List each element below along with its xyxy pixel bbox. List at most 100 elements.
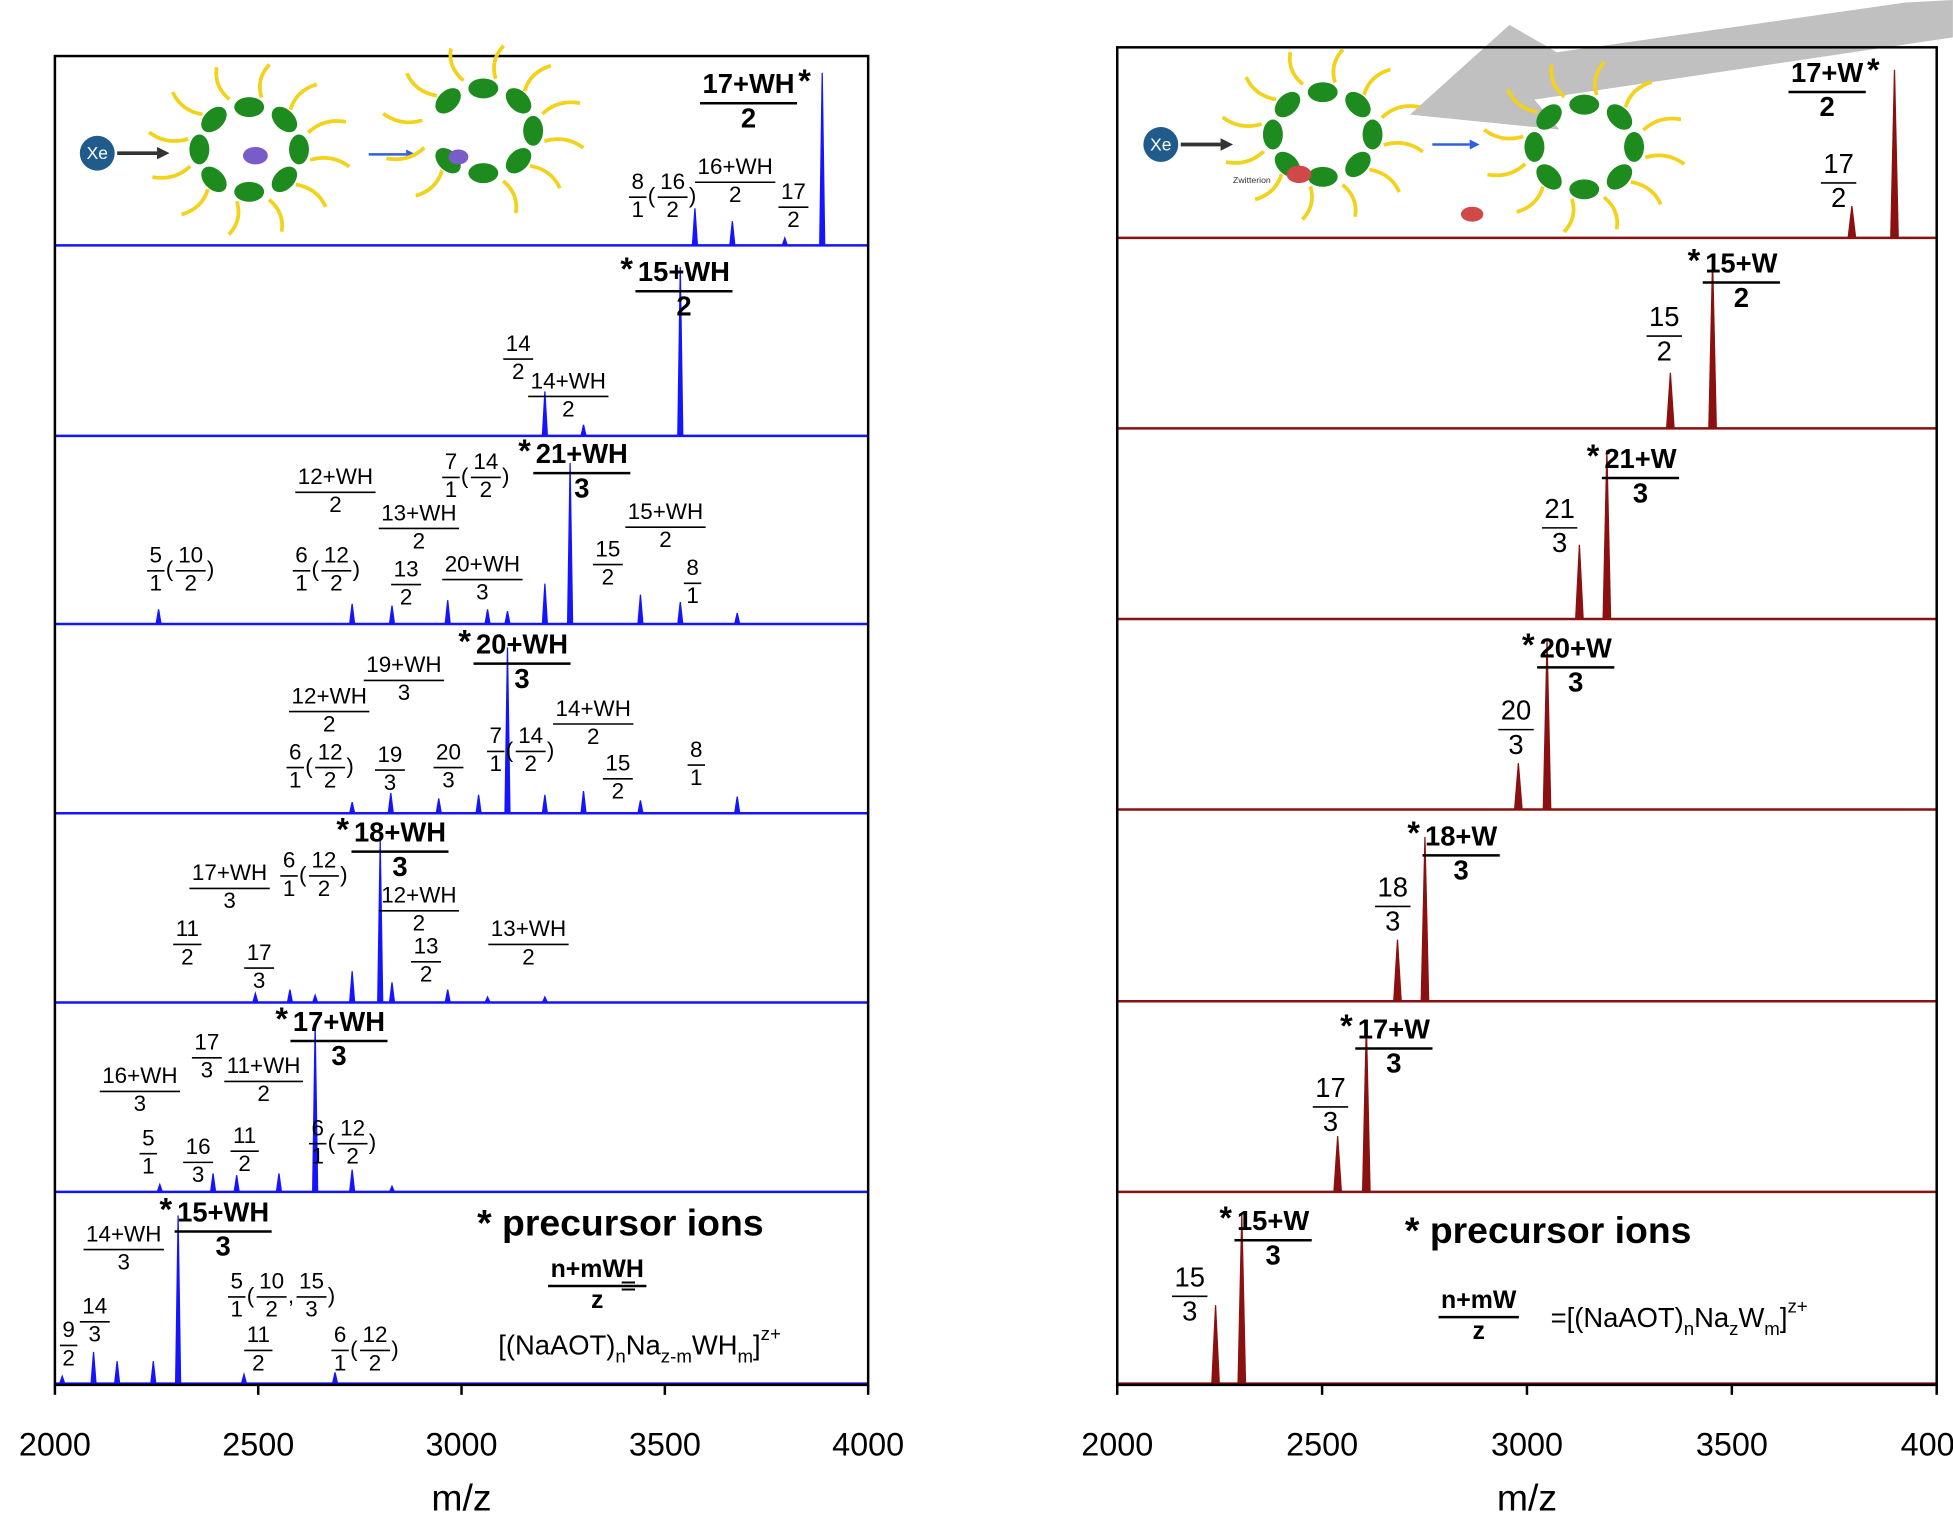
surfactant-tail — [544, 139, 583, 148]
surfactant-head — [267, 102, 302, 137]
fraction-numerator: 13+WH — [381, 500, 456, 525]
precursor-star: * — [458, 623, 471, 659]
surfactant-tail — [407, 73, 437, 95]
label-text: ) — [689, 183, 696, 208]
fraction-denominator: 3 — [442, 767, 454, 792]
fraction-numerator: 15 — [1175, 1261, 1205, 1292]
fraction-denominator: 3 — [253, 968, 265, 993]
peak — [115, 1361, 120, 1383]
fraction-denominator: 2 — [666, 197, 678, 222]
surfactant-tail — [1384, 143, 1423, 152]
x-tick-label: 3500 — [629, 1427, 701, 1463]
surfactant-tail — [1564, 199, 1574, 232]
surfactant-tail — [173, 92, 203, 114]
peak — [445, 990, 450, 1003]
fraction-numerator: 14 — [82, 1294, 107, 1319]
fraction-denominator: 1 — [295, 571, 307, 596]
peak — [542, 997, 547, 1003]
fraction-denominator: 1 — [445, 477, 457, 502]
label-text: ) — [346, 754, 353, 779]
peak — [350, 971, 355, 1002]
peak — [485, 609, 490, 624]
fraction-denominator: 2 — [562, 396, 574, 421]
precursor-star: * — [1340, 1008, 1353, 1044]
peak — [1709, 260, 1716, 429]
fraction-denominator: 1 — [142, 1153, 154, 1178]
fraction-denominator: 1 — [690, 765, 702, 790]
fraction-numerator: 13 — [414, 934, 439, 959]
fraction-numerator: n+mW — [1441, 1286, 1517, 1314]
label-text: ( — [506, 737, 514, 762]
label-text: ( — [350, 1336, 358, 1361]
fraction-denominator: 3 — [1568, 667, 1583, 698]
fraction-denominator: 2 — [413, 528, 425, 553]
fraction-numerator: 5 — [231, 1269, 243, 1294]
surfactant-tail — [290, 84, 316, 109]
formula-part: ] — [753, 1330, 761, 1361]
surfactant-head — [267, 162, 302, 197]
fraction-denominator: 2 — [252, 1350, 264, 1375]
surfactant-head — [1602, 159, 1637, 194]
peak — [1848, 206, 1855, 238]
label-text: ) — [391, 1336, 398, 1361]
peak — [91, 1352, 96, 1384]
surfactant-tail — [1302, 186, 1312, 219]
fraction-numerator: 6 — [289, 739, 301, 764]
fraction-denominator: 3 — [134, 1091, 146, 1116]
peak — [581, 791, 586, 813]
peak — [735, 797, 740, 814]
fraction-denominator: 3 — [398, 680, 410, 705]
surfactant-head — [501, 83, 536, 118]
fraction-numerator: 7 — [490, 723, 502, 748]
surfactant-head — [1524, 132, 1544, 162]
fraction-denominator: 3 — [216, 1231, 231, 1262]
fraction-denominator: 3 — [1552, 527, 1567, 558]
surfactant-tail — [1364, 69, 1390, 94]
surfactant-head — [1363, 120, 1383, 150]
fraction-denominator: 1 — [334, 1350, 346, 1375]
zwitterion — [1287, 166, 1312, 183]
fraction-denominator: 3 — [392, 851, 407, 882]
page: {"chart_data":[ {"type":"spectrum","xlab… — [0, 0, 1953, 1521]
surfactant-tail — [308, 121, 346, 133]
fraction-numerator: 21 — [1544, 493, 1574, 524]
surfactant-tail — [494, 46, 504, 79]
fraction-numerator: 20 — [436, 739, 461, 764]
surfactant-tail — [1333, 49, 1343, 82]
surfactant-tail — [296, 184, 326, 206]
surfactant-tail — [1369, 170, 1399, 192]
fraction-denominator: 3 — [1454, 855, 1469, 886]
fraction-denominator: 2 — [184, 571, 196, 596]
surfactant-head — [234, 182, 264, 202]
label-text: ) — [369, 1130, 376, 1155]
surfactant-tail — [1246, 77, 1276, 99]
label-text: ( — [311, 557, 319, 582]
fraction-denominator: 2 — [62, 1345, 74, 1370]
formula-part: [(NaAOT) — [498, 1330, 615, 1361]
peak — [287, 990, 292, 1003]
fraction-denominator: 3 — [574, 472, 589, 503]
fraction-denominator: 2 — [257, 1081, 269, 1106]
fraction-denominator: 2 — [602, 564, 614, 589]
xenon-arrow-head — [157, 147, 169, 159]
peak — [581, 425, 586, 436]
peak — [350, 604, 355, 624]
fraction-numerator: 5 — [150, 543, 162, 568]
precursor-star: * — [160, 1191, 173, 1227]
fraction-denominator: 1 — [231, 1297, 243, 1322]
label-text: ) — [353, 557, 360, 582]
peak — [388, 793, 393, 813]
fraction-numerator: 16+WH — [698, 154, 773, 179]
label-text: ( — [166, 557, 174, 582]
surfactant-tail — [542, 102, 580, 114]
legend-note: * precursor ions — [477, 1201, 764, 1243]
surfactant-tail — [216, 67, 229, 99]
x-tick-label: 2500 — [222, 1427, 294, 1463]
fraction-numerator: 12 — [318, 739, 343, 764]
surfactant-tail — [1223, 117, 1262, 126]
peak — [211, 1173, 216, 1191]
fraction-denominator: 3 — [1508, 729, 1523, 760]
fraction-numerator: 6 — [311, 1115, 323, 1140]
fraction-denominator: 2 — [1820, 91, 1835, 122]
surfactant-tail — [450, 48, 463, 80]
